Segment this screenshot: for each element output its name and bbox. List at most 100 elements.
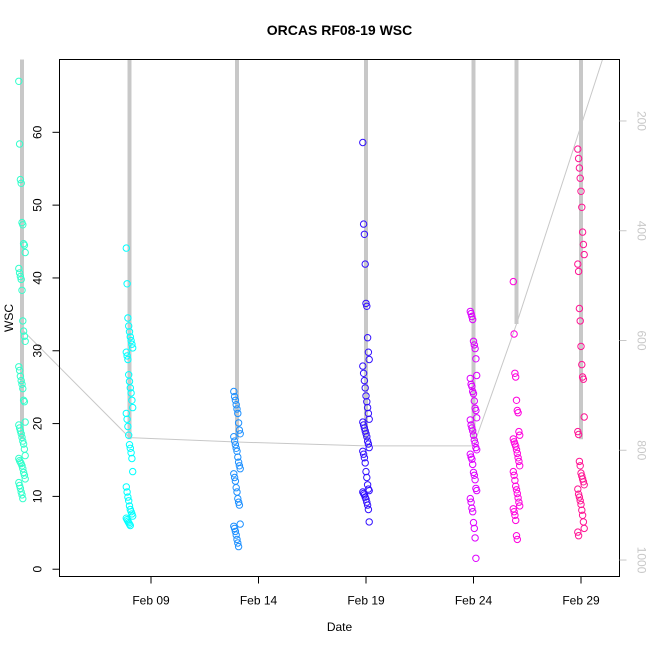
data-point: [466, 450, 474, 458]
data-point: [578, 506, 586, 514]
data-point: [124, 422, 132, 431]
data-point: [512, 516, 520, 525]
data-point: [234, 409, 242, 418]
data-point: [122, 483, 131, 491]
data-point: [233, 488, 241, 496]
data-point: [363, 498, 371, 506]
data-point: [129, 344, 137, 352]
data-point: [20, 398, 29, 406]
right-y-tick-label: 1000: [635, 547, 649, 574]
data-point: [361, 260, 369, 268]
data-point: [232, 484, 240, 492]
data-point: [122, 409, 131, 418]
data-point: [129, 467, 137, 476]
data-point: [470, 471, 478, 479]
data-point: [125, 441, 134, 449]
data-point: [509, 435, 517, 443]
data-point: [18, 462, 26, 470]
data-point: [17, 275, 25, 284]
data-point: [580, 524, 588, 533]
data-point: [574, 267, 583, 276]
data-point: [17, 488, 25, 496]
data-point: [128, 454, 136, 463]
data-point: [365, 355, 373, 364]
x-tick-label: Feb 19: [347, 594, 385, 608]
data-point: [472, 355, 480, 363]
data-point: [236, 520, 244, 528]
data-point: [516, 431, 524, 439]
data-point: [362, 430, 370, 438]
data-point: [126, 384, 135, 392]
data-point: [364, 440, 373, 448]
data-point: [20, 471, 29, 479]
data-point: [125, 328, 134, 336]
data-point: [574, 154, 583, 163]
data-point: [18, 491, 26, 499]
data-point: [365, 415, 373, 423]
data-point: [469, 315, 477, 324]
data-point: [575, 164, 584, 172]
data-point: [472, 406, 480, 415]
data-point: [230, 473, 239, 482]
y-axis-title: WSC: [2, 304, 16, 332]
data-point: [17, 376, 25, 385]
data-point: [574, 490, 583, 498]
data-point: [471, 439, 479, 447]
data-point: [123, 352, 131, 360]
data-point: [125, 431, 133, 439]
x-tick-label: Feb 14: [240, 594, 278, 608]
data-point: [579, 478, 588, 486]
data-point: [19, 440, 28, 448]
data-point: [509, 467, 517, 476]
data-point: [21, 337, 29, 345]
data-point: [514, 454, 522, 462]
data-point: [365, 443, 373, 452]
data-point: [513, 449, 521, 458]
data-point: [466, 494, 474, 503]
data-point: [576, 174, 584, 182]
data-point: [577, 500, 585, 509]
data-point: [364, 409, 373, 418]
altitude-profile-layer: [20, 59, 603, 447]
data-point: [124, 355, 132, 364]
data-point: [232, 444, 240, 452]
data-point: [359, 450, 368, 458]
right-y-tick-label: 200: [635, 111, 649, 131]
data-point: [233, 535, 241, 544]
y-tick-label: 0: [31, 566, 45, 573]
data-point: [364, 348, 373, 356]
data-point: [466, 416, 474, 424]
data-point: [469, 508, 477, 516]
data-point: [469, 427, 477, 435]
data-point: [234, 498, 243, 506]
data-point: [20, 241, 29, 249]
data-point: [579, 518, 588, 526]
data-point: [233, 447, 241, 455]
data-point: [129, 512, 137, 520]
data-point: [473, 486, 481, 495]
data-point: [361, 459, 369, 467]
data-point: [473, 446, 481, 454]
data-point: [574, 528, 582, 536]
data-point: [575, 457, 584, 466]
right-altitude-axis: 200 400 600 800 1000: [619, 111, 649, 574]
data-point: [574, 260, 582, 268]
data-point: [575, 493, 584, 501]
data-point: [19, 384, 27, 393]
data-point: [359, 362, 367, 370]
data-point: [514, 494, 522, 502]
data-point: [469, 460, 477, 469]
data-point: [471, 344, 479, 353]
data-point: [360, 230, 369, 239]
data-point: [512, 532, 521, 540]
data-point: [512, 446, 521, 454]
data-point: [236, 430, 244, 438]
data-point: [514, 409, 522, 417]
data-point: [468, 312, 476, 321]
data-point: [470, 397, 478, 405]
data-point: [473, 371, 481, 380]
x-tick-label: Feb 29: [562, 594, 600, 608]
data-point: [360, 376, 369, 385]
data-point: [511, 369, 519, 377]
y-tick-label: 10: [31, 489, 45, 503]
